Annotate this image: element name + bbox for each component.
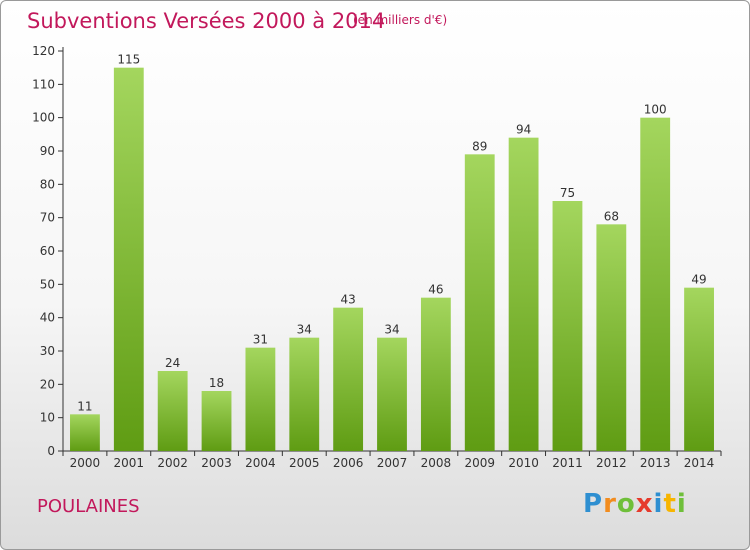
bar-value-label: 100 — [644, 103, 667, 117]
bar-value-label: 31 — [253, 333, 268, 347]
y-tick-label: 80 — [40, 177, 55, 191]
logo-letter: i — [676, 489, 687, 519]
chart-title: Subventions Versées 2000 à 2014 — [27, 9, 386, 33]
bar-2007 — [377, 337, 407, 451]
x-tick-label: 2000 — [70, 456, 101, 470]
y-tick-label: 50 — [40, 277, 55, 291]
bar-2012 — [596, 224, 627, 451]
x-tick-label: 2005 — [289, 456, 320, 470]
bar-2013 — [640, 117, 671, 452]
x-tick-label: 2006 — [333, 456, 364, 470]
bar-2009 — [464, 154, 495, 452]
x-tick-label: 2013 — [640, 456, 671, 470]
logo-letter: i — [653, 489, 664, 519]
bar-value-label: 43 — [340, 293, 355, 307]
y-tick-label: 20 — [40, 377, 55, 391]
bar-2003 — [201, 391, 232, 451]
bar-value-label: 34 — [297, 323, 312, 337]
x-tick-label: 2014 — [684, 456, 715, 470]
bar-2005 — [289, 337, 320, 451]
logo-letter: x — [635, 489, 654, 519]
x-tick-label: 2009 — [464, 456, 495, 470]
chart-labels: 11 2000 115 2001 24 2002 18 2003 31 2004 34 2005 43 2… — [70, 53, 715, 470]
bar-2000 — [70, 414, 100, 451]
y-tick-label: 60 — [40, 244, 55, 258]
bar-value-label: 46 — [428, 283, 443, 297]
y-tick-label: 30 — [40, 344, 55, 358]
bar-2010 — [508, 137, 539, 451]
x-tick-label: 2011 — [552, 456, 583, 470]
bar-value-label: 75 — [560, 186, 575, 200]
chart-bars — [70, 67, 714, 452]
x-tick-label: 2004 — [245, 456, 276, 470]
bar-2004 — [245, 347, 276, 451]
y-tick-label: 120 — [32, 44, 55, 58]
x-tick-label: 2010 — [508, 456, 539, 470]
y-tick-label: 110 — [32, 77, 55, 91]
logo-letter: r — [603, 489, 617, 519]
bar-2011 — [552, 201, 583, 451]
y-tick-label: 70 — [40, 211, 55, 225]
logo-letter: P — [583, 489, 604, 519]
y-tick-label: 90 — [40, 144, 55, 158]
bar-value-label: 94 — [516, 123, 531, 137]
bar-value-label: 115 — [117, 53, 140, 67]
y-tick-label: 40 — [40, 311, 55, 325]
commune-name: POULAINES — [37, 496, 140, 517]
y-tick-label: 10 — [40, 411, 55, 425]
x-tick-label: 2001 — [114, 456, 145, 470]
logo-letter: t — [663, 489, 677, 519]
bar-value-label: 24 — [165, 356, 180, 370]
bar-value-label: 11 — [77, 399, 92, 413]
x-tick-label: 2002 — [157, 456, 188, 470]
y-tick-label: 100 — [32, 111, 55, 125]
x-tick-label: 2007 — [377, 456, 408, 470]
x-tick-label: 2012 — [596, 456, 627, 470]
bar-value-label: 34 — [384, 323, 399, 337]
bar-2008 — [420, 297, 451, 451]
proxiti-logo: Proxiti — [583, 489, 687, 519]
bar-value-label: 89 — [472, 139, 487, 153]
logo-letter: o — [616, 489, 636, 519]
y-tick-label: 0 — [47, 444, 55, 458]
x-tick-label: 2008 — [421, 456, 452, 470]
bar-2006 — [333, 307, 364, 451]
bar-value-label: 49 — [691, 273, 706, 287]
x-tick-label: 2003 — [201, 456, 232, 470]
bar-2002 — [157, 371, 188, 451]
bar-2001 — [113, 67, 144, 452]
bar-value-label: 18 — [209, 376, 224, 390]
chart-axes: 0 10 20 30 40 50 60 70 80 90 100 110 120 — [32, 44, 722, 458]
chart-subtitle: (en milliers d'€) — [353, 13, 448, 27]
bar-2014 — [684, 287, 714, 451]
bar-value-label: 68 — [604, 209, 619, 223]
